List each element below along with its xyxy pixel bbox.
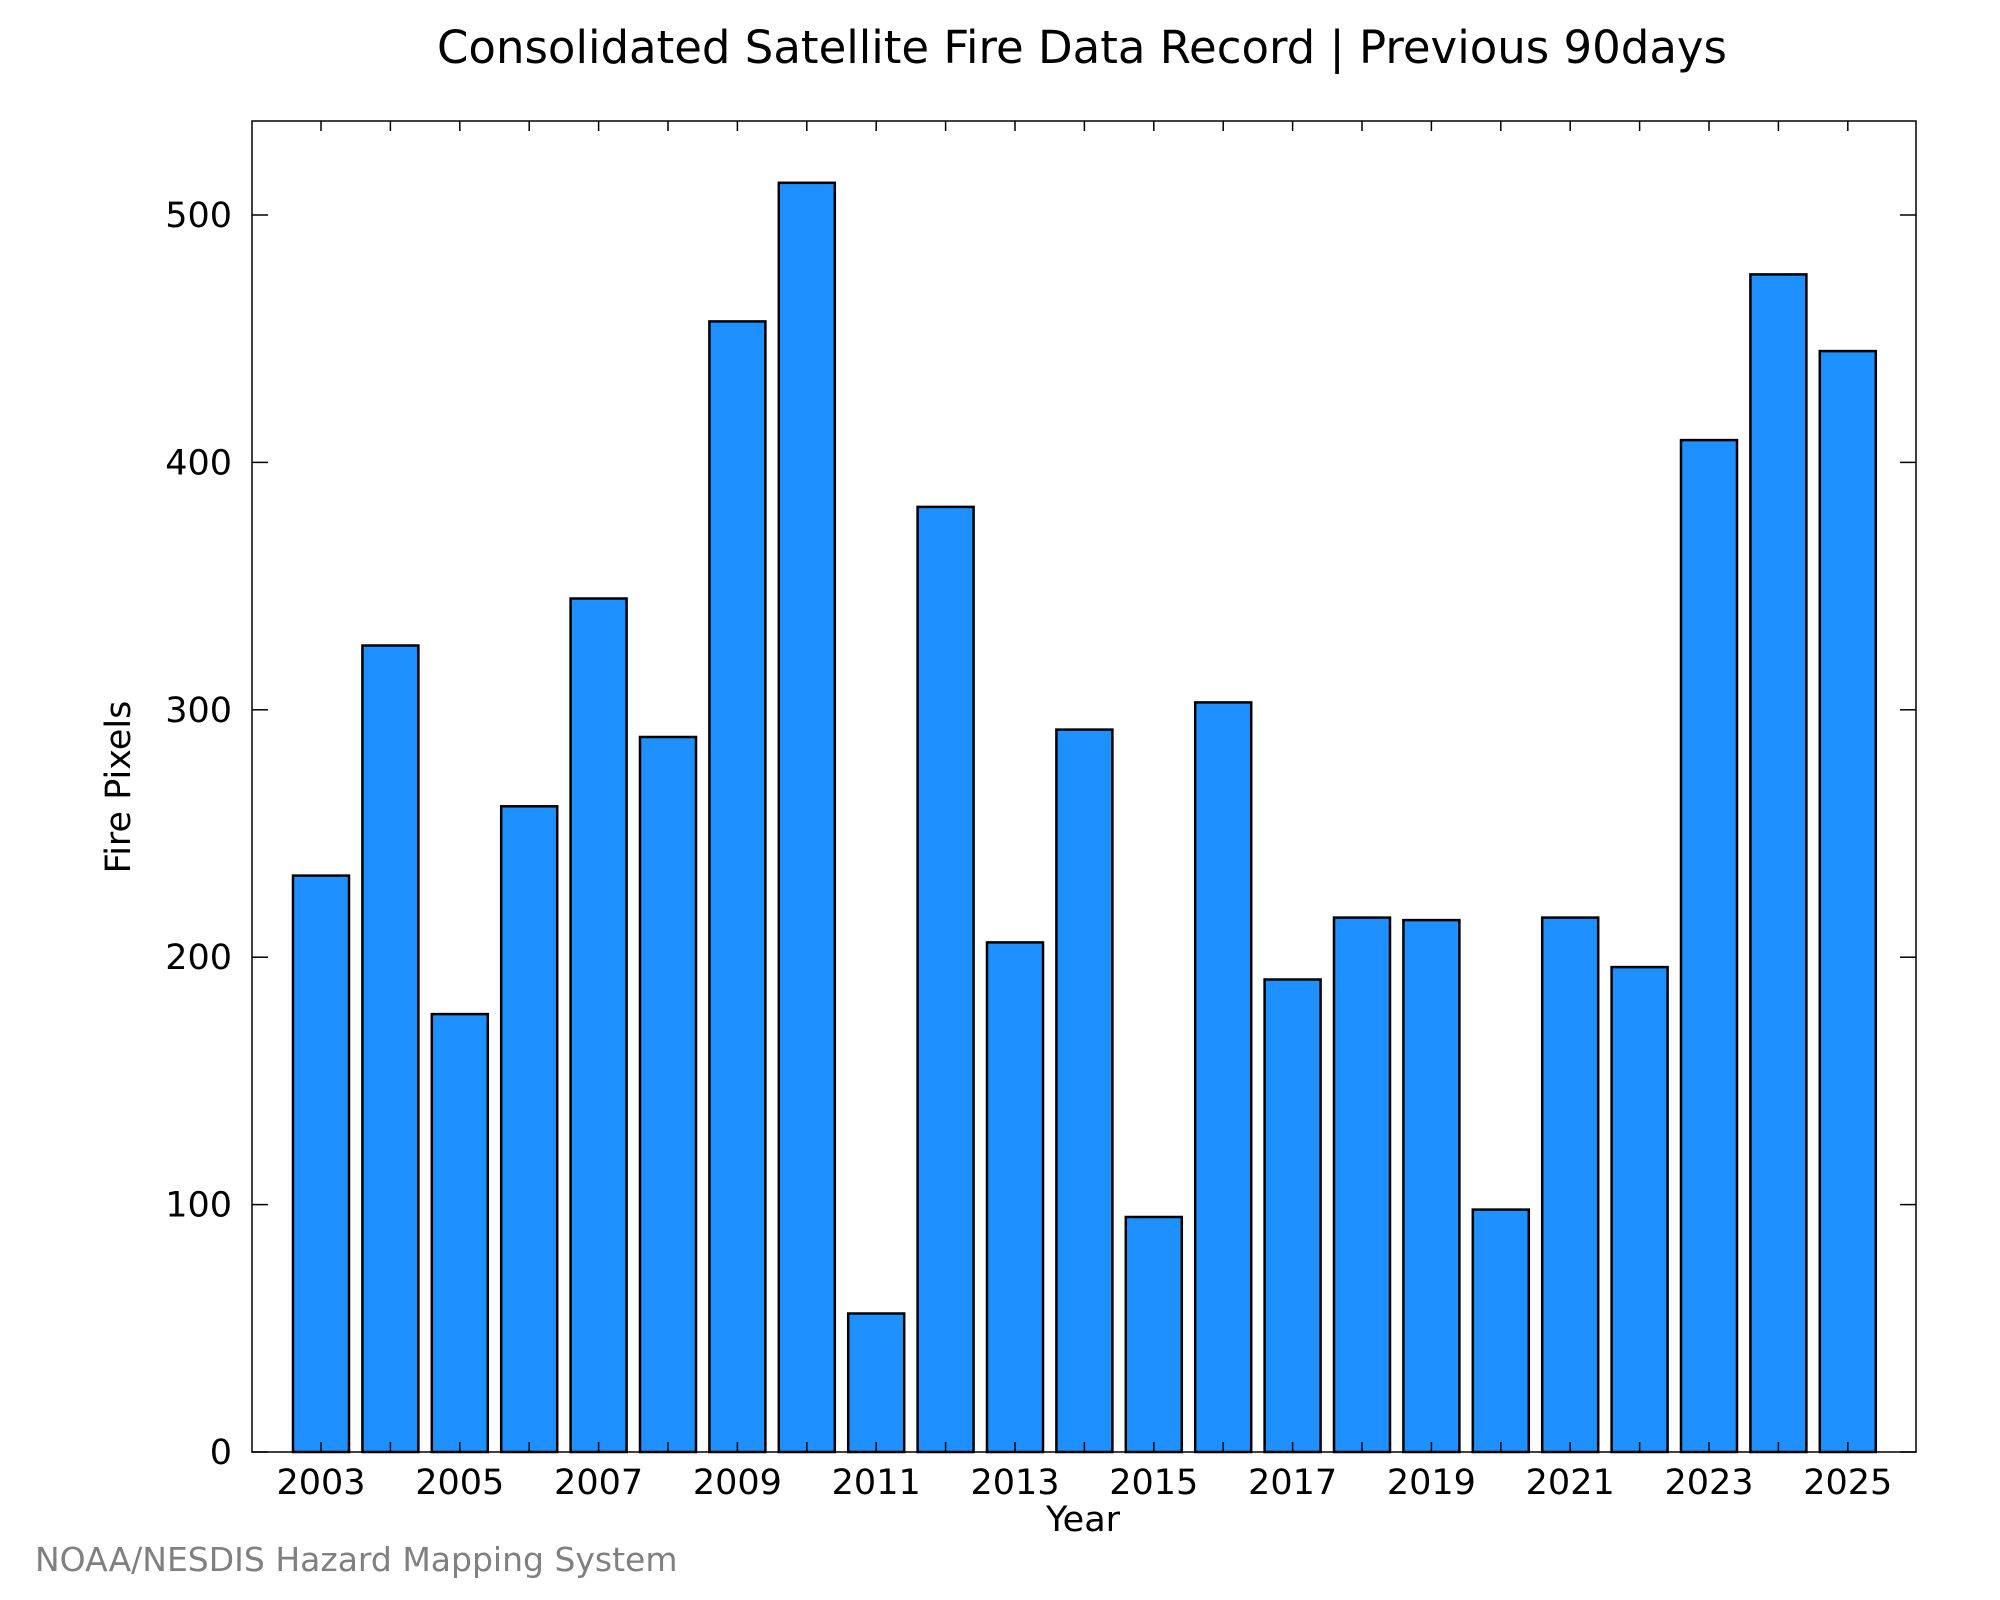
y-tick-label: 0 (210, 1433, 232, 1473)
y-tick-label: 300 (165, 691, 232, 731)
y-tick-label: 200 (165, 938, 232, 978)
x-tick-label: 2025 (1803, 1463, 1892, 1503)
bar-2018 (1332, 916, 1392, 1454)
bar-2019 (1402, 918, 1461, 1454)
bar-2012 (916, 505, 975, 1454)
x-tick-label: 2005 (415, 1463, 504, 1503)
bar-2022 (1610, 965, 1669, 1454)
y-tick-label: 100 (165, 1186, 232, 1226)
bar-2004 (361, 644, 420, 1454)
chart-title: Consolidated Satellite Fire Data Record … (437, 21, 1727, 74)
bar-2016 (1193, 701, 1253, 1454)
x-tick-label: 2015 (1109, 1463, 1198, 1503)
x-tick-label: 2021 (1526, 1463, 1615, 1503)
bar-2015 (1124, 1215, 1184, 1454)
x-axis-label: Year (1045, 1500, 1121, 1540)
y-tick-label: 400 (165, 443, 232, 483)
bars-group (291, 181, 1878, 1454)
y-tick-label: 500 (165, 196, 232, 236)
bar-2005 (430, 1012, 490, 1454)
bar-2025 (1818, 349, 1878, 1454)
bar-2014 (1055, 728, 1114, 1454)
bar-2017 (1263, 978, 1322, 1454)
x-tick-label: 2011 (832, 1463, 921, 1503)
x-tick-label: 2013 (970, 1463, 1059, 1503)
x-axis: 2003 2005 2007 2009 2011 2013 2015 2017 2019 2021… (276, 121, 1892, 1503)
x-tick-label: 2023 (1664, 1463, 1753, 1503)
bar-2003 (291, 874, 351, 1454)
x-tick-label: 2007 (554, 1463, 643, 1503)
bar-2008 (638, 735, 698, 1454)
bar-2023 (1679, 438, 1739, 1454)
bar-2013 (985, 941, 1045, 1454)
bar-2006 (499, 805, 559, 1454)
x-tick-label: 2019 (1387, 1463, 1476, 1503)
y-axis-label: Fire Pixels (99, 701, 139, 874)
bar-2009 (708, 320, 767, 1454)
credit-text: NOAA/NESDIS Hazard Mapping System (35, 1540, 678, 1579)
x-tick-label: 2009 (693, 1463, 782, 1503)
x-tick-label: 2017 (1248, 1463, 1337, 1503)
bar-2010 (777, 181, 837, 1454)
x-tick-label: 2003 (276, 1463, 365, 1503)
bar-2021 (1540, 916, 1600, 1454)
bar-2024 (1749, 273, 1808, 1454)
bar-2007 (569, 597, 628, 1454)
bar-2020 (1471, 1208, 1531, 1454)
y-axis: 0 100 200 300 400 500 (165, 196, 1916, 1473)
bar-2011 (846, 1312, 906, 1454)
